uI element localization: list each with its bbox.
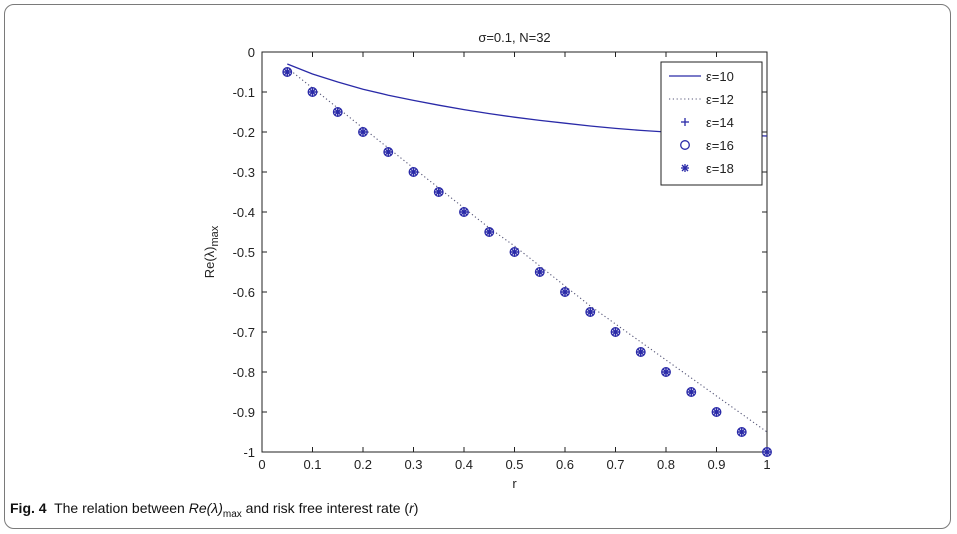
series-5-point (636, 348, 645, 356)
series-5-point (283, 68, 292, 76)
series-4-point (307, 87, 318, 97)
series-5-point (308, 88, 317, 96)
series-5-point (384, 148, 393, 156)
series-4-point (736, 427, 747, 437)
series-2-line (286, 67, 768, 433)
series-4-point (534, 267, 545, 277)
series-4-point (661, 367, 671, 377)
y-tick-label: -0.1 (233, 85, 255, 100)
series-4-point (762, 447, 772, 457)
series-5-point (687, 388, 696, 396)
series-5-point (359, 128, 367, 136)
series-4-point (484, 227, 495, 237)
series-4-point (711, 407, 722, 417)
caption-text-before: The relation between (54, 500, 189, 516)
x-axis-label: r (512, 476, 517, 491)
x-tick-label: 0.2 (354, 457, 372, 472)
legend-label-2: ε=12 (706, 92, 734, 107)
x-tick-label: 0.7 (606, 457, 624, 472)
caption-italic-re: Re (188, 500, 207, 516)
x-tick-label: 0.5 (505, 457, 523, 472)
caption-label: Fig. 4 (10, 500, 47, 516)
series-4-point (383, 147, 394, 157)
y-tick-label: -0.6 (233, 285, 255, 300)
caption-text-end: ) (413, 500, 419, 516)
legend-swatch-5 (681, 164, 689, 172)
series-4-point (282, 67, 293, 77)
series-5-point (434, 188, 443, 196)
legend-swatch-4 (680, 140, 690, 150)
x-tick-label: 0.4 (455, 457, 473, 472)
y-tick-label: -1 (243, 445, 255, 460)
series-5-point (409, 168, 418, 176)
series-5-point (333, 108, 342, 116)
y-tick-label: -0.3 (233, 165, 255, 180)
caption-text-after: and risk free interest rate ( (241, 500, 410, 516)
series-4-point (358, 127, 368, 137)
series-5-point (611, 328, 620, 336)
legend-label-4: ε=16 (706, 138, 734, 153)
y-tick-label: -0.9 (233, 405, 255, 420)
y-tick-label: -0.7 (233, 325, 255, 340)
y-tick-label: -0.8 (233, 365, 255, 380)
x-tick-label: 0.6 (556, 457, 574, 472)
x-tick-label: 1 (763, 457, 770, 472)
caption-subscript: max (222, 508, 242, 520)
series-5-point (737, 428, 746, 436)
x-tick-label: 0 (258, 457, 265, 472)
legend-label-5: ε=18 (706, 161, 734, 176)
y-tick-label: -0.2 (233, 125, 255, 140)
y-tick-label: 0 (248, 45, 255, 60)
y-axis-label: Re(λ)max (202, 225, 221, 278)
caption-italic-r: r (409, 500, 414, 516)
legend-swatch-3 (681, 118, 689, 126)
series-5-point (460, 208, 468, 216)
y-tick-label: -0.4 (233, 205, 255, 220)
series-4-point (408, 167, 419, 177)
y-tick-label: -0.5 (233, 245, 255, 260)
legend-label-3: ε=14 (706, 115, 734, 130)
series-5-point (763, 448, 771, 456)
chart-title: σ=0.1, N=32 (478, 30, 550, 45)
series-5-point (712, 408, 721, 416)
series-4-point (560, 287, 570, 297)
series-4-point (585, 307, 596, 317)
series-5-point (586, 308, 595, 316)
legend-box (660, 61, 763, 186)
legend-label-1: ε=10 (706, 69, 734, 84)
series-4-point (686, 387, 697, 397)
x-tick-label: 0.1 (303, 457, 321, 472)
series-4-point (635, 347, 646, 357)
series-5-point (485, 228, 494, 236)
series-4-point (509, 247, 520, 257)
series-4-point (610, 327, 621, 337)
series-5-point (561, 288, 569, 296)
series-4-point (459, 207, 469, 217)
figure-caption: Fig. 4 The relation between Re(λ)max and… (10, 500, 418, 520)
x-tick-label: 0.8 (657, 457, 675, 472)
x-tick-label: 0.3 (404, 457, 422, 472)
series-5-point (662, 368, 670, 376)
x-tick-label: 0.9 (707, 457, 725, 472)
series-5-point (510, 248, 519, 256)
series-4-point (332, 107, 343, 117)
caption-italic-lambda: (λ) (206, 500, 223, 516)
series-5-point (535, 268, 544, 276)
series-4-point (433, 187, 444, 197)
